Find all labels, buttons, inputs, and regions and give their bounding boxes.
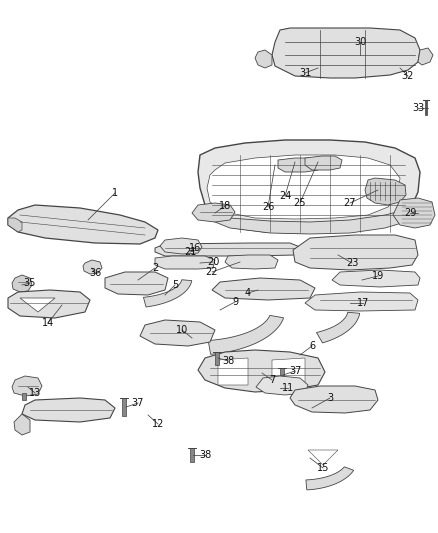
Polygon shape: [20, 298, 55, 312]
Text: 3: 3: [327, 393, 333, 403]
Text: 6: 6: [309, 341, 315, 351]
Text: 32: 32: [402, 71, 414, 81]
Polygon shape: [365, 178, 406, 205]
Polygon shape: [305, 292, 418, 311]
Text: 11: 11: [282, 383, 294, 393]
Polygon shape: [212, 278, 315, 300]
Text: 9: 9: [232, 297, 238, 307]
Text: 18: 18: [219, 201, 231, 211]
Polygon shape: [225, 255, 278, 269]
Text: 5: 5: [172, 280, 178, 290]
Polygon shape: [272, 358, 305, 385]
Polygon shape: [256, 376, 308, 395]
Polygon shape: [122, 398, 126, 416]
Polygon shape: [14, 414, 30, 435]
Polygon shape: [8, 290, 90, 318]
Text: 31: 31: [299, 68, 311, 78]
Polygon shape: [425, 100, 427, 115]
Text: 14: 14: [42, 318, 54, 328]
Text: 23: 23: [346, 258, 358, 268]
Text: 37: 37: [289, 366, 301, 376]
Polygon shape: [278, 158, 320, 172]
Polygon shape: [8, 205, 158, 244]
Polygon shape: [155, 256, 215, 269]
Polygon shape: [190, 448, 194, 462]
Text: 29: 29: [404, 208, 416, 218]
Polygon shape: [215, 352, 219, 365]
Polygon shape: [280, 368, 284, 385]
Polygon shape: [293, 235, 418, 270]
Polygon shape: [8, 218, 22, 232]
Polygon shape: [192, 203, 235, 222]
Polygon shape: [306, 467, 353, 490]
Text: 26: 26: [262, 202, 274, 212]
Polygon shape: [140, 320, 215, 346]
Polygon shape: [317, 312, 360, 343]
Polygon shape: [83, 260, 102, 274]
Text: 36: 36: [89, 268, 101, 278]
Polygon shape: [12, 376, 42, 396]
Polygon shape: [12, 275, 32, 292]
Polygon shape: [418, 48, 433, 65]
Polygon shape: [290, 386, 378, 413]
Text: 35: 35: [24, 278, 36, 288]
Text: 24: 24: [279, 191, 291, 201]
Text: 33: 33: [412, 103, 424, 113]
Text: 37: 37: [132, 398, 144, 408]
Polygon shape: [272, 28, 420, 78]
Text: 17: 17: [357, 298, 369, 308]
Polygon shape: [218, 358, 248, 385]
Polygon shape: [207, 155, 400, 219]
Text: 27: 27: [344, 198, 356, 208]
Polygon shape: [255, 50, 272, 68]
Text: 22: 22: [206, 267, 218, 277]
Polygon shape: [144, 280, 192, 307]
Polygon shape: [198, 350, 325, 392]
Text: 2: 2: [152, 263, 158, 273]
Polygon shape: [332, 270, 420, 287]
Polygon shape: [308, 450, 338, 465]
Text: 38: 38: [222, 356, 234, 366]
Text: 7: 7: [269, 375, 275, 385]
Text: 25: 25: [294, 198, 306, 208]
Text: 1: 1: [112, 188, 118, 198]
Text: 12: 12: [152, 419, 164, 429]
Polygon shape: [155, 243, 300, 256]
Text: 16: 16: [189, 243, 201, 253]
Polygon shape: [200, 210, 410, 234]
Polygon shape: [198, 140, 420, 233]
Text: 19: 19: [372, 271, 384, 281]
Text: 20: 20: [207, 257, 219, 267]
Polygon shape: [393, 198, 435, 228]
Text: 21: 21: [184, 247, 196, 257]
Text: 13: 13: [29, 388, 41, 398]
Text: 15: 15: [317, 463, 329, 473]
Polygon shape: [208, 316, 284, 354]
Text: 4: 4: [245, 288, 251, 298]
Polygon shape: [22, 398, 115, 422]
Polygon shape: [305, 156, 342, 170]
Polygon shape: [160, 238, 202, 254]
Text: 10: 10: [176, 325, 188, 335]
Text: 38: 38: [199, 450, 211, 460]
Polygon shape: [105, 272, 168, 295]
Polygon shape: [22, 393, 26, 400]
Text: 30: 30: [354, 37, 366, 47]
